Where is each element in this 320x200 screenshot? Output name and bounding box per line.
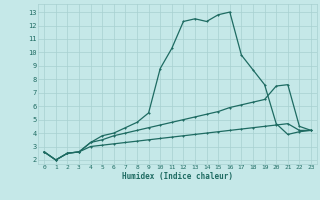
X-axis label: Humidex (Indice chaleur): Humidex (Indice chaleur)	[122, 172, 233, 181]
